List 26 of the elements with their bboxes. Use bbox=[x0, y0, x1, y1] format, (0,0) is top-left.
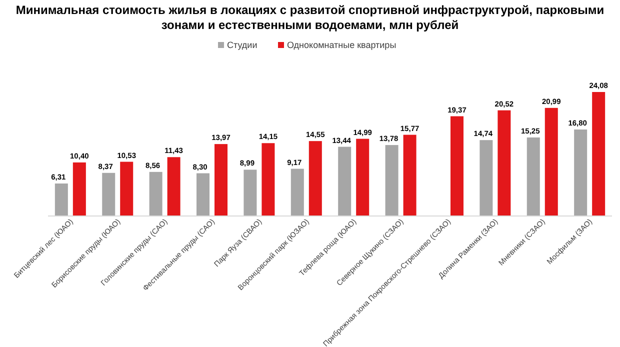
bar bbox=[498, 110, 511, 216]
bar bbox=[385, 145, 398, 216]
bar bbox=[592, 92, 606, 216]
bar bbox=[214, 144, 228, 216]
bar bbox=[308, 141, 322, 216]
bar bbox=[480, 140, 493, 216]
bar bbox=[149, 172, 162, 216]
bar bbox=[102, 172, 116, 216]
bar bbox=[356, 138, 370, 216]
bar bbox=[403, 134, 416, 216]
legend-label: Однокомнатные квартиры bbox=[287, 40, 396, 50]
bar bbox=[262, 143, 275, 216]
bar bbox=[338, 146, 352, 216]
bar bbox=[120, 162, 134, 216]
bar bbox=[450, 116, 464, 216]
bar bbox=[196, 173, 210, 216]
bar bbox=[167, 157, 180, 216]
bar bbox=[72, 162, 86, 216]
chart-title: Минимальная стоимость жилья в локациях с развитой спортивной инфраструктурой, парковыми зонами и естественными водоемами, млн рублей bbox=[16, 3, 604, 32]
bar bbox=[574, 129, 588, 216]
bar bbox=[290, 168, 304, 216]
bar bbox=[244, 170, 257, 216]
bar bbox=[526, 137, 540, 216]
bar bbox=[544, 108, 558, 216]
legend-label: Студии bbox=[227, 40, 258, 50]
bar bbox=[54, 184, 68, 216]
